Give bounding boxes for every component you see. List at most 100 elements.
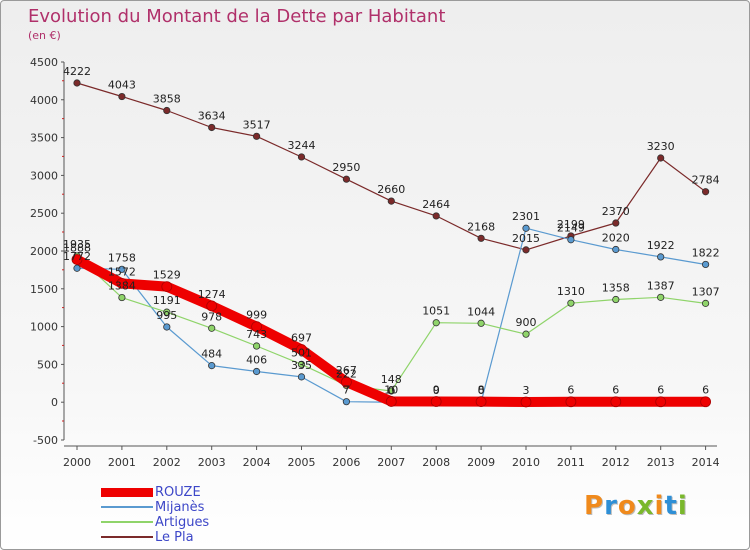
data-label: 2020 (602, 231, 630, 244)
data-label: 10 (384, 383, 398, 396)
data-point (206, 300, 218, 312)
y-tick-label: 0 (51, 396, 58, 409)
data-point (700, 396, 711, 408)
data-point (163, 323, 171, 331)
x-tick-label: 2004 (243, 456, 271, 469)
data-point (253, 132, 261, 140)
data-label: 2015 (512, 232, 540, 245)
data-label: 978 (201, 310, 222, 323)
x-tick-label: 2008 (422, 456, 450, 469)
data-point (612, 219, 620, 227)
logo-letter: t (664, 491, 678, 521)
legend-label: ROUZE (155, 485, 201, 500)
data-label: 484 (201, 348, 222, 361)
data-point (520, 396, 532, 408)
data-point (251, 321, 263, 333)
data-point (297, 373, 306, 381)
data-label: 2784 (692, 174, 720, 187)
data-label: 995 (156, 309, 177, 322)
legend-swatch (101, 521, 153, 523)
data-label: 1274 (198, 288, 226, 301)
data-label: 267 (336, 364, 357, 377)
data-point (657, 253, 665, 261)
data-point (208, 123, 216, 132)
data-point (253, 342, 261, 350)
data-label: 1822 (692, 246, 720, 259)
data-point (118, 293, 126, 302)
data-point (340, 376, 352, 388)
data-label: 4043 (108, 79, 136, 92)
data-point (163, 106, 171, 115)
data-label: 2464 (422, 198, 450, 211)
data-point (701, 299, 710, 307)
logo-letter: x (636, 491, 655, 521)
legend-label: Mijanès (155, 500, 205, 515)
data-label: 3230 (647, 140, 675, 153)
y-tick-label: 1000 (30, 321, 58, 334)
data-point (297, 153, 306, 161)
data-label: 0 (388, 384, 395, 397)
data-point (475, 396, 487, 407)
data-point (342, 175, 350, 183)
y-tick-label: 500 (37, 358, 58, 371)
data-label: 1935 (63, 238, 91, 251)
data-point (118, 92, 126, 101)
data-point (565, 396, 577, 408)
data-point (701, 188, 710, 196)
data-point (73, 79, 81, 87)
legend-swatch (101, 506, 153, 508)
x-tick-label: 2011 (557, 456, 585, 469)
data-label: 2660 (377, 183, 405, 196)
logo-letter: i (677, 491, 688, 521)
logo-letter: P (584, 491, 605, 521)
data-label: 743 (246, 328, 267, 341)
logo-letter: r (604, 491, 618, 521)
data-label: 6 (567, 384, 574, 397)
x-tick-label: 2000 (63, 456, 91, 469)
data-label: 335 (291, 359, 312, 372)
data-label: 6 (612, 384, 619, 397)
data-point (612, 245, 620, 254)
data-point (432, 319, 440, 327)
legend-label: Le Pla (155, 530, 194, 545)
data-point (116, 277, 128, 289)
data-point (297, 360, 306, 368)
data-point (71, 254, 83, 265)
data-label: 1772 (63, 250, 91, 263)
data-label: 0 (433, 384, 440, 397)
data-point (208, 324, 216, 332)
data-label: 222 (336, 367, 357, 380)
data-label: 6 (657, 384, 664, 397)
y-tick-label: 4000 (30, 94, 58, 107)
data-point (655, 396, 667, 408)
data-point (387, 197, 395, 205)
data-label: 3858 (153, 93, 181, 106)
data-point (657, 293, 665, 301)
data-label: 406 (246, 354, 267, 367)
data-point (163, 308, 171, 316)
logo-letter: o (617, 491, 637, 521)
data-label: 1191 (153, 294, 181, 307)
data-point (161, 281, 173, 293)
x-tick-label: 2013 (647, 456, 675, 469)
legend-swatch (101, 487, 153, 497)
data-label: 2168 (467, 220, 495, 233)
logo-letter: i (654, 491, 665, 521)
x-tick-label: 2006 (332, 456, 360, 469)
data-point (477, 319, 485, 327)
data-label: 999 (246, 309, 267, 322)
data-point (73, 264, 81, 272)
data-label: 900 (516, 316, 537, 329)
x-tick-label: 2009 (467, 456, 495, 469)
data-label: 1922 (647, 239, 675, 252)
data-point (612, 295, 620, 304)
data-label: 1044 (467, 305, 495, 318)
data-point (522, 246, 530, 254)
y-tick-label: 4500 (30, 56, 58, 69)
data-label: 7 (343, 384, 350, 397)
data-label: 1758 (108, 251, 136, 264)
data-label: 0 (478, 384, 485, 397)
x-tick-label: 2005 (288, 456, 316, 469)
x-tick-label: 2012 (602, 456, 630, 469)
